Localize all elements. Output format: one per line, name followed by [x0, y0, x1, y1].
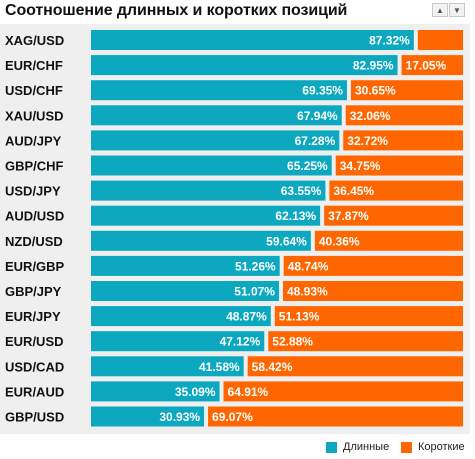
bar-long	[91, 105, 342, 126]
legend-item-long: Длинные	[326, 440, 389, 454]
bar-label-short: 48.74%	[288, 259, 329, 273]
category-label: NZD/USD	[5, 234, 63, 249]
legend-label-short: Короткие	[418, 441, 465, 453]
category-label: AUD/USD	[5, 209, 64, 224]
bar-label-short: 51.13%	[279, 310, 320, 324]
bar-long	[91, 130, 340, 151]
bar-label-short: 40.36%	[319, 234, 360, 248]
bar-label-short: 58.42%	[252, 360, 293, 374]
bar-short	[283, 255, 463, 276]
category-label: USD/CHF	[5, 83, 63, 98]
bar-long	[91, 381, 220, 402]
category-label: EUR/JPY	[5, 309, 61, 324]
category-label: XAU/USD	[5, 108, 64, 123]
bar-short	[417, 30, 463, 50]
bar-long	[91, 80, 347, 101]
bar-label-long: 82.95%	[353, 59, 394, 73]
bar-label-short: 32.72%	[347, 134, 388, 148]
category-label: USD/JPY	[5, 184, 61, 199]
bar-label-long: 67.94%	[297, 109, 338, 123]
bar-label-long: 51.07%	[234, 285, 275, 299]
bar-label-long: 41.58%	[199, 360, 240, 374]
bar-label-short: 37.87%	[328, 209, 369, 223]
bar-short	[282, 281, 463, 301]
bar-long	[91, 30, 414, 50]
category-label: EUR/GBP	[5, 259, 65, 274]
bar-label-long: 69.35%	[302, 84, 343, 98]
bar-label-short: 52.88%	[272, 335, 313, 349]
bar-label-long: 51.26%	[235, 259, 276, 273]
bar-long	[91, 306, 271, 327]
bar-label-long: 35.09%	[175, 385, 216, 399]
category-label: GBP/CHF	[5, 159, 64, 174]
bar-label-short: 36.45%	[333, 184, 374, 198]
legend-swatch-short	[401, 441, 412, 453]
category-label: AUD/JPY	[5, 133, 62, 148]
bar-short	[268, 331, 463, 352]
bar-label-short: 34.75%	[340, 159, 381, 173]
triangle-down-icon: ▼	[453, 5, 461, 15]
legend-label-long: Длинные	[343, 441, 390, 453]
category-label: USD/CAD	[5, 359, 64, 374]
long-short-bar-chart: XAG/USD 87.32% EUR/CHF 82.95% 17.05% USD/CHF 6…	[5, 30, 463, 427]
bar-label-short: 69.07%	[212, 410, 253, 424]
legend-item-short: Короткие	[401, 440, 465, 454]
scroll-up-button[interactable]: ▲	[432, 3, 448, 17]
chart-title: Соотношение длинных и коротких позиций	[5, 2, 348, 19]
bar-long	[91, 406, 205, 427]
bar-short	[345, 105, 463, 126]
bar-short	[335, 155, 463, 176]
bar-label-short: 30.65%	[355, 84, 396, 98]
bar-short	[329, 180, 463, 201]
bar-label-short: 32.06%	[350, 109, 391, 123]
bar-label-long: 48.87%	[226, 310, 267, 324]
bar-long	[91, 331, 265, 352]
bar-long	[91, 180, 326, 201]
triangle-up-icon: ▲	[436, 5, 444, 15]
category-label: GBP/JPY	[5, 284, 62, 299]
category-label: GBP/USD	[5, 410, 64, 425]
bar-label-long: 47.12%	[220, 335, 261, 349]
scroll-down-button[interactable]: ▼	[449, 3, 465, 17]
bar-long	[91, 255, 280, 276]
category-label: EUR/AUD	[5, 384, 64, 399]
category-label: XAG/USD	[5, 33, 64, 48]
bar-label-long: 62.13%	[275, 209, 316, 223]
bar-label-long: 65.25%	[287, 159, 328, 173]
bar-short	[274, 306, 463, 327]
bar-short	[247, 356, 463, 377]
bar-label-long: 30.93%	[159, 410, 200, 424]
bar-label-long: 67.28%	[295, 134, 336, 148]
bar-short	[208, 406, 463, 427]
bar-long	[91, 356, 244, 377]
bar-short	[350, 80, 463, 101]
category-label: EUR/USD	[5, 334, 64, 349]
bar-label-long: 87.32%	[369, 34, 410, 48]
legend-swatch-long	[326, 441, 337, 453]
chart-header: Соотношение длинных и коротких позиций ▲…	[0, 0, 475, 24]
bar-long	[91, 205, 321, 226]
bar-short	[223, 381, 463, 402]
bar-short	[324, 205, 463, 226]
bar-label-short: 64.91%	[228, 385, 269, 399]
bar-long	[91, 230, 311, 251]
category-label: EUR/CHF	[5, 58, 63, 73]
bar-label-short: 48.93%	[287, 285, 328, 299]
bar-short	[343, 130, 463, 151]
bar-short	[401, 55, 463, 76]
bar-short	[314, 230, 463, 251]
chart-panel: XAG/USD 87.32% EUR/CHF 82.95% 17.05% USD/CHF 6…	[0, 24, 470, 434]
bar-long	[91, 155, 332, 176]
bar-long	[91, 55, 398, 76]
bar-long	[91, 281, 279, 301]
bar-label-long: 63.55%	[281, 184, 322, 198]
bar-label-short: 17.05%	[406, 59, 447, 73]
bar-label-long: 59.64%	[266, 234, 307, 248]
